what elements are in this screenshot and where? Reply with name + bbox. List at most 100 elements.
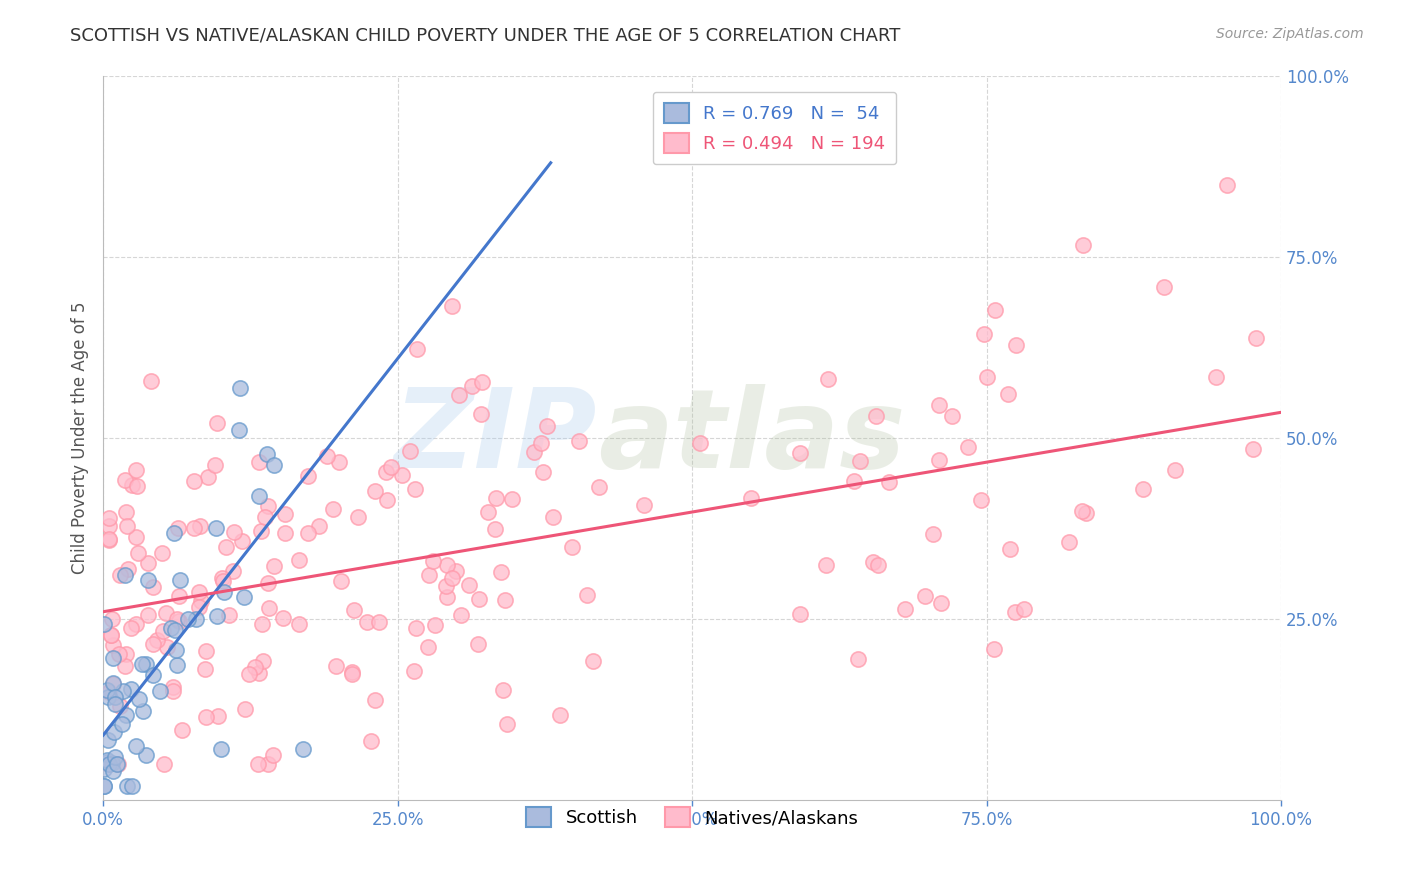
Point — [928, 398, 950, 412]
Point — [342, 667, 364, 681]
Point — [529, 436, 551, 450]
Point — [325, 658, 347, 673]
Point — [167, 589, 190, 603]
Point — [114, 708, 136, 723]
Point — [153, 756, 176, 771]
Point — [842, 474, 865, 488]
Point — [169, 573, 191, 587]
Point — [221, 564, 243, 578]
Point — [162, 683, 184, 698]
Point — [211, 571, 233, 585]
Point — [364, 693, 387, 707]
Text: ZIP: ZIP — [394, 384, 598, 491]
Text: Source: ZipAtlas.com: Source: ZipAtlas.com — [1216, 27, 1364, 41]
Point — [247, 455, 270, 469]
Point — [531, 465, 554, 479]
Point — [98, 518, 121, 533]
Point — [135, 657, 157, 671]
Point — [204, 521, 226, 535]
Point — [315, 449, 337, 463]
Point — [110, 698, 132, 713]
Point — [257, 576, 280, 591]
Point — [152, 624, 174, 638]
Point — [238, 666, 260, 681]
Point — [114, 473, 136, 487]
Point — [93, 762, 115, 776]
Point — [253, 510, 276, 524]
Point — [228, 423, 250, 437]
Point — [297, 469, 319, 483]
Point — [404, 482, 426, 496]
Point — [921, 526, 943, 541]
Point — [252, 617, 274, 632]
Point — [247, 490, 270, 504]
Point — [120, 621, 142, 635]
Point — [163, 623, 186, 637]
Point — [177, 612, 200, 626]
Point — [98, 756, 121, 771]
Point — [450, 607, 472, 622]
Point — [148, 684, 170, 698]
Point — [262, 747, 284, 762]
Point — [1012, 602, 1035, 616]
Point — [183, 474, 205, 488]
Point — [105, 756, 128, 771]
Point — [170, 723, 193, 737]
Point — [418, 640, 440, 655]
Point — [188, 518, 211, 533]
Point — [233, 702, 256, 716]
Point — [243, 660, 266, 674]
Point — [467, 637, 489, 651]
Point — [422, 554, 444, 568]
Point — [125, 463, 148, 477]
Point — [114, 647, 136, 661]
Point — [941, 409, 963, 423]
Point — [131, 657, 153, 671]
Point — [1071, 237, 1094, 252]
Point — [983, 303, 1005, 318]
Point — [548, 708, 571, 723]
Point — [914, 589, 936, 603]
Point — [127, 479, 149, 493]
Point — [166, 658, 188, 673]
Point — [125, 617, 148, 632]
Point — [815, 558, 838, 572]
Point — [212, 585, 235, 599]
Point — [100, 628, 122, 642]
Point — [274, 507, 297, 521]
Point — [447, 388, 470, 402]
Point — [446, 564, 468, 578]
Point — [205, 608, 228, 623]
Point — [789, 445, 811, 459]
Legend: Scottish, Natives/Alaskans: Scottish, Natives/Alaskans — [519, 799, 866, 835]
Point — [523, 444, 546, 458]
Point — [1132, 482, 1154, 496]
Point — [380, 460, 402, 475]
Point — [789, 607, 811, 621]
Point — [343, 603, 366, 617]
Point — [257, 601, 280, 615]
Point — [501, 491, 523, 506]
Point — [846, 651, 869, 665]
Point — [375, 492, 398, 507]
Point — [865, 409, 887, 423]
Point — [956, 440, 979, 454]
Point — [165, 643, 187, 657]
Point — [115, 779, 138, 793]
Point — [111, 683, 134, 698]
Y-axis label: Child Poverty Under the Age of 5: Child Poverty Under the Age of 5 — [72, 301, 89, 574]
Point — [187, 600, 209, 615]
Point — [970, 492, 993, 507]
Point — [877, 475, 900, 489]
Point — [322, 502, 344, 516]
Point — [142, 581, 165, 595]
Point — [136, 556, 159, 570]
Point — [862, 555, 884, 569]
Point — [215, 540, 238, 554]
Point — [576, 588, 599, 602]
Point — [477, 505, 499, 519]
Point — [1076, 506, 1098, 520]
Point — [100, 628, 122, 642]
Point — [167, 521, 190, 535]
Point — [104, 697, 127, 711]
